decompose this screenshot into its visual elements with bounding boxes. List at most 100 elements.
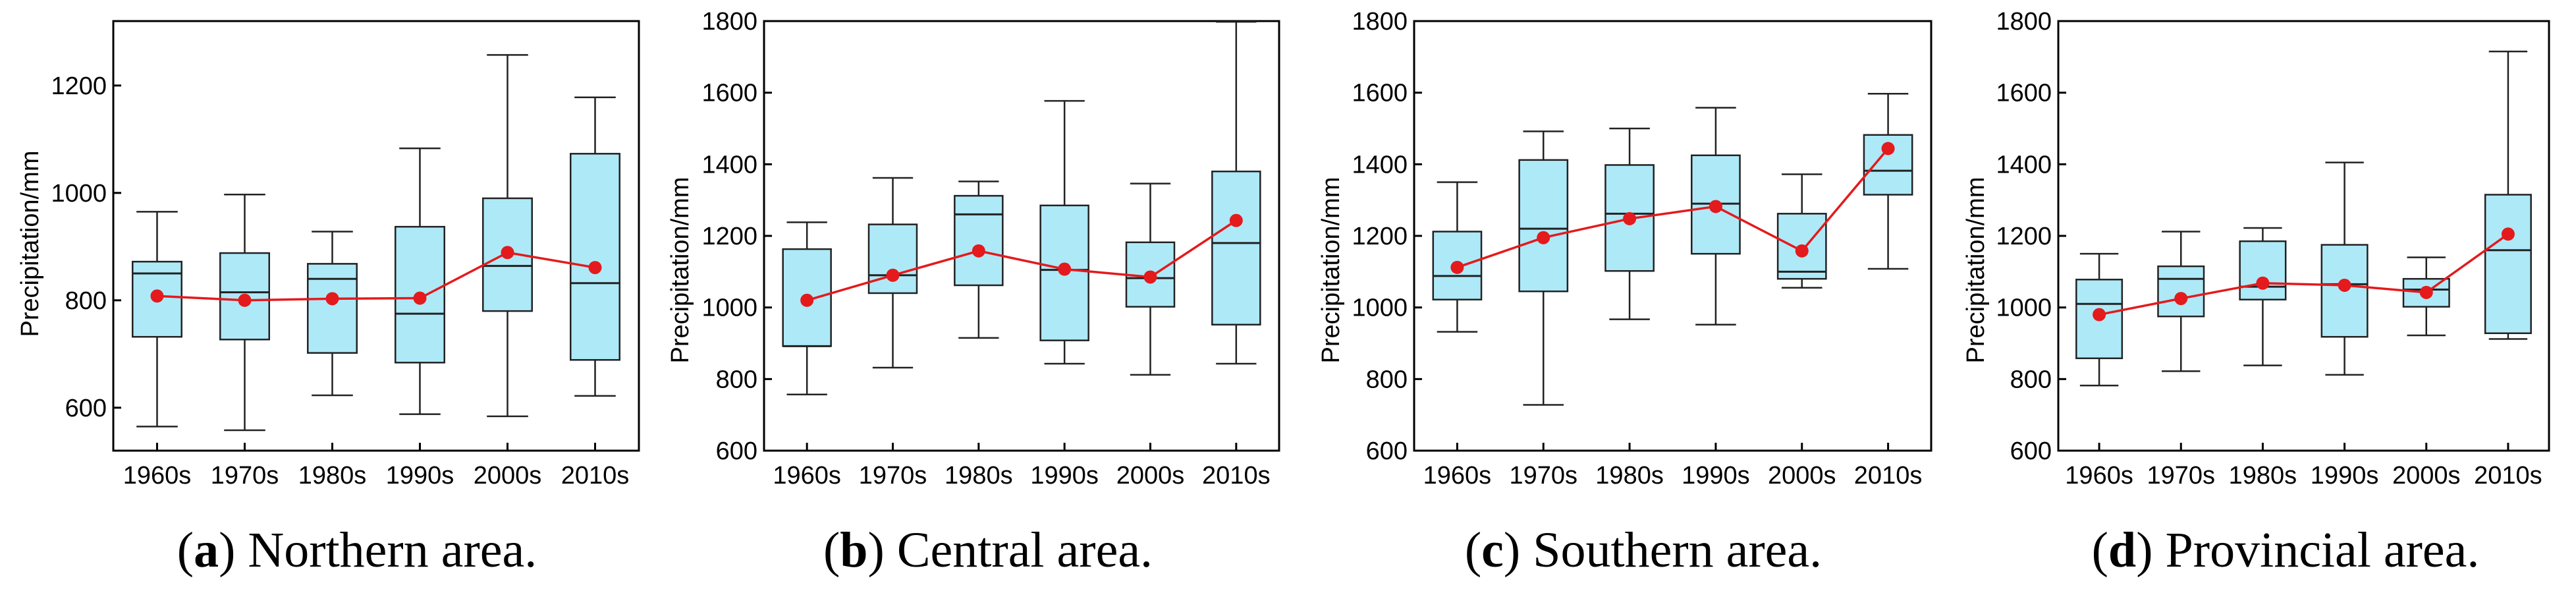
panel-d-mean-point	[2338, 278, 2351, 292]
panel-b-mean-point	[972, 244, 985, 258]
panel-b-mean-point	[886, 268, 900, 282]
panel-c-xtick-label: 2010s	[1854, 462, 1923, 490]
panel-d-mean-point	[2093, 308, 2106, 322]
panel-b-mean-line	[806, 219, 1237, 302]
panel-a-ytick-label: 1200	[51, 72, 107, 100]
panel-b-ytick-label: 1800	[701, 8, 757, 36]
panel-a-box	[307, 263, 358, 354]
panel-c-plot-area: 600 800 1000 1200 1400 1600 1800 1960s 1970s 1980…	[1352, 8, 1932, 490]
panel-d-mean-point	[2419, 285, 2433, 299]
panel-c-ytick-label: 1800	[1352, 8, 1408, 36]
panel-b: Precipitation/mm 600 800 1000 1200 1400 1600 1…	[667, 8, 1280, 578]
panel-a-mean-point	[413, 291, 427, 305]
panel-c-box	[1863, 134, 1913, 196]
panel-d-mean-line	[2098, 233, 2509, 316]
panel-a-box	[570, 153, 620, 361]
panel-d-ytick-label: 1600	[1996, 80, 2052, 107]
panel-c: Precipitation/mm 600 800 1000 1200 1400 1600 1…	[1317, 8, 1932, 578]
panel-d-xtick-label: 1980s	[2229, 462, 2297, 490]
panel-d-xtick-label: 1960s	[2065, 462, 2133, 490]
panel-a-box	[219, 252, 270, 341]
panel-c-xtick-label: 1980s	[1595, 462, 1664, 490]
panel-b-mean-point	[1143, 270, 1157, 284]
panel-a-plot-area: 600 800 1000 1200 1960s 1970s 1980s 1990s 2000s 2…	[51, 20, 640, 490]
panel-a: Precipitation/mm 600 800 1000 1200 1960s 1970…	[16, 20, 640, 578]
panel-a-caption-letter: a	[194, 522, 219, 578]
panel-b-mean-point	[1058, 262, 1072, 276]
panel-a-xtick-label: 2000s	[474, 462, 542, 490]
panel-a-mean-line	[157, 251, 595, 302]
panel-a-xtick-label: 1970s	[211, 462, 279, 490]
panel-d-ytick-label: 1200	[1996, 223, 2052, 250]
panel-b-box	[1211, 170, 1261, 325]
panel-b-ytick-label: 600	[716, 437, 757, 465]
panel-a-mean-point	[325, 292, 339, 306]
panel-a-ytick-label: 600	[65, 395, 107, 422]
panel-c-ytick-label: 1400	[1352, 151, 1408, 179]
panel-d-caption-text: Provincial area.	[2153, 522, 2480, 578]
panel-a-mean-point	[501, 246, 514, 260]
panel-c-ytick-label: 1000	[1352, 295, 1408, 322]
panel-d-ytick-label: 1000	[1996, 295, 2052, 322]
panel-b-xtick-label: 1960s	[773, 462, 841, 490]
panel-a-xtick-label: 2010s	[561, 462, 630, 490]
panel-d-ytick-label: 1400	[1996, 151, 2052, 179]
panel-b-mean-point	[1229, 213, 1243, 227]
panel-a-mean-point	[588, 261, 602, 275]
panel-a-caption-text: Northern area.	[235, 522, 537, 578]
panel-c-ytick-label: 1600	[1352, 80, 1408, 107]
panel-c-box	[1518, 159, 1569, 293]
panel-b-ytick-label: 800	[716, 366, 757, 393]
panel-a-ytick-label: 800	[65, 287, 107, 315]
panel-d-plot-area: 600 800 1000 1200 1400 1600 1800 1960s 1970s 1980…	[1996, 8, 2550, 490]
panel-a-ytick-label: 1000	[51, 180, 107, 208]
panel-b-caption: (b) Central area.	[823, 522, 1153, 578]
panel-b-box	[867, 223, 918, 295]
panel-c-xtick-label: 1960s	[1423, 462, 1492, 490]
panel-d-ytick-label: 800	[2010, 366, 2052, 393]
panel-d-box	[2075, 279, 2124, 360]
panel-c-ytick-label: 600	[1366, 437, 1408, 465]
panel-c-mean-point	[1881, 142, 1895, 155]
panel-b-box	[954, 194, 1004, 287]
panel-b-mean-point	[800, 293, 814, 307]
panel-b-xtick-label: 1980s	[945, 462, 1013, 490]
panel-a-axes-frame	[112, 20, 640, 452]
panel-d-box	[2157, 265, 2205, 318]
panel-b-xtick-label: 1970s	[859, 462, 927, 490]
panel-b-xtick-label: 1990s	[1030, 462, 1099, 490]
panel-b-ylabel: Precipitation/mm	[667, 177, 694, 364]
panel-c-mean-point	[1623, 211, 1637, 225]
panel-b-ytick-label: 1600	[701, 80, 757, 107]
panel-c-ytick-label: 1200	[1352, 223, 1408, 250]
panel-b-caption-letter: b	[840, 522, 867, 578]
panel-d-ytick-label: 600	[2010, 437, 2052, 465]
panel-a-xtick-label: 1980s	[298, 462, 367, 490]
panel-d-box	[2484, 194, 2532, 335]
panel-c-ylabel: Precipitation/mm	[1317, 177, 1345, 364]
panel-d-ylabel: Precipitation/mm	[1962, 177, 1990, 364]
panel-b-ytick-label: 1400	[701, 151, 757, 179]
panel-d-ytick-label: 1800	[1996, 8, 2052, 36]
panel-d-box	[2239, 240, 2287, 300]
panel-a-xtick-label: 1990s	[386, 462, 454, 490]
panel-d: Precipitation/mm 600 800 1000 1200 1400 1600 1…	[1962, 8, 2550, 578]
panel-d-mean-point	[2256, 276, 2270, 290]
panel-c-caption-text: Southern area.	[1520, 522, 1822, 578]
panel-d-mean-point	[2174, 292, 2188, 306]
panel-b-plot-area: 600 800 1000 1200 1400 1600 1800 1960s 1970s 1980…	[701, 8, 1280, 490]
panel-b-ytick-label: 1000	[701, 295, 757, 322]
panel-c-xtick-label: 1990s	[1682, 462, 1750, 490]
panel-c-mean-line	[1456, 148, 1889, 269]
panel-d-xtick-label: 2000s	[2392, 462, 2461, 490]
panel-d-mean-point	[2501, 227, 2515, 241]
panel-c-mean-point	[1450, 260, 1464, 274]
panel-a-mean-point	[238, 293, 252, 307]
panel-c-mean-point	[1537, 231, 1550, 244]
panel-a-xtick-label: 1960s	[123, 462, 192, 490]
panel-d-caption: (d) Provincial area.	[2092, 522, 2480, 578]
panel-d-caption-letter: d	[2108, 522, 2136, 578]
panel-d-xtick-label: 1970s	[2147, 462, 2215, 490]
panel-c-xtick-label: 1970s	[1509, 462, 1577, 490]
